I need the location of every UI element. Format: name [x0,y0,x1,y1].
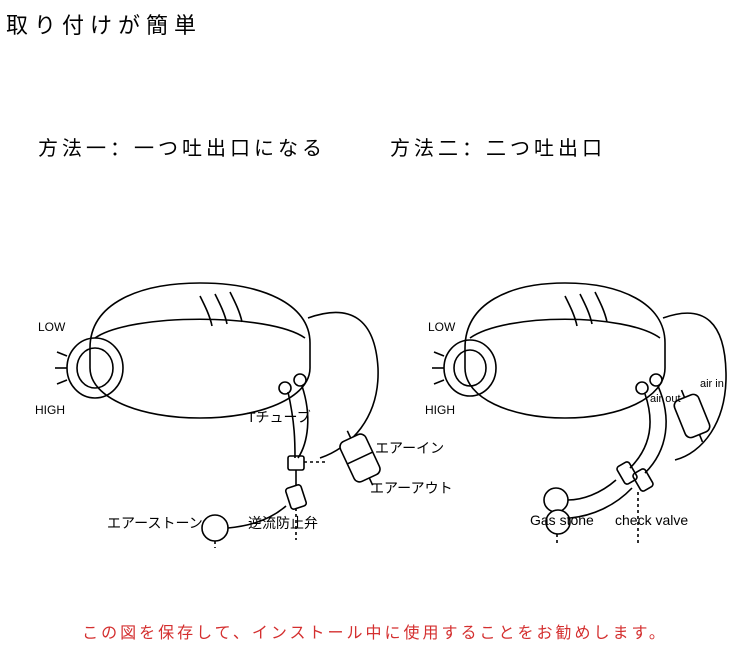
page-title: 取り付けが簡単 [6,8,202,40]
method1-heading: 方法一：一つ吐出口になる [38,132,326,161]
label-low-2: LOW [428,320,455,334]
label-high-1: HIGH [35,403,65,417]
method2-heading: 方法二：二つ吐出口 [390,132,606,161]
pump-diagram-method2 [420,248,740,548]
label-air-out-2: air out [650,393,681,405]
label-check-valve-2: check valve [615,512,688,528]
label-check-valve-1: 逆流防止弁 [248,513,318,533]
pump-diagram-method1 [30,248,420,548]
label-air-in-2: air in [700,378,724,390]
page-root: 取り付けが簡単 方法一：一つ吐出口になる 方法二：二つ吐出口 [0,0,750,657]
footer-note: この図を保存して、インストール中に使用することをお勧めします。 [0,619,750,643]
label-low-1: LOW [38,320,65,334]
label-high-2: HIGH [425,403,455,417]
label-air-stone-1: エアーストーン [107,513,203,533]
label-t-tube: Tチューブ [247,407,311,427]
diagram-row: LOW HIGH Tチューブ エアーイン エアーアウト エアーストーン 逆流防止… [0,248,750,548]
label-gas-stone: Gas stone [530,512,594,528]
